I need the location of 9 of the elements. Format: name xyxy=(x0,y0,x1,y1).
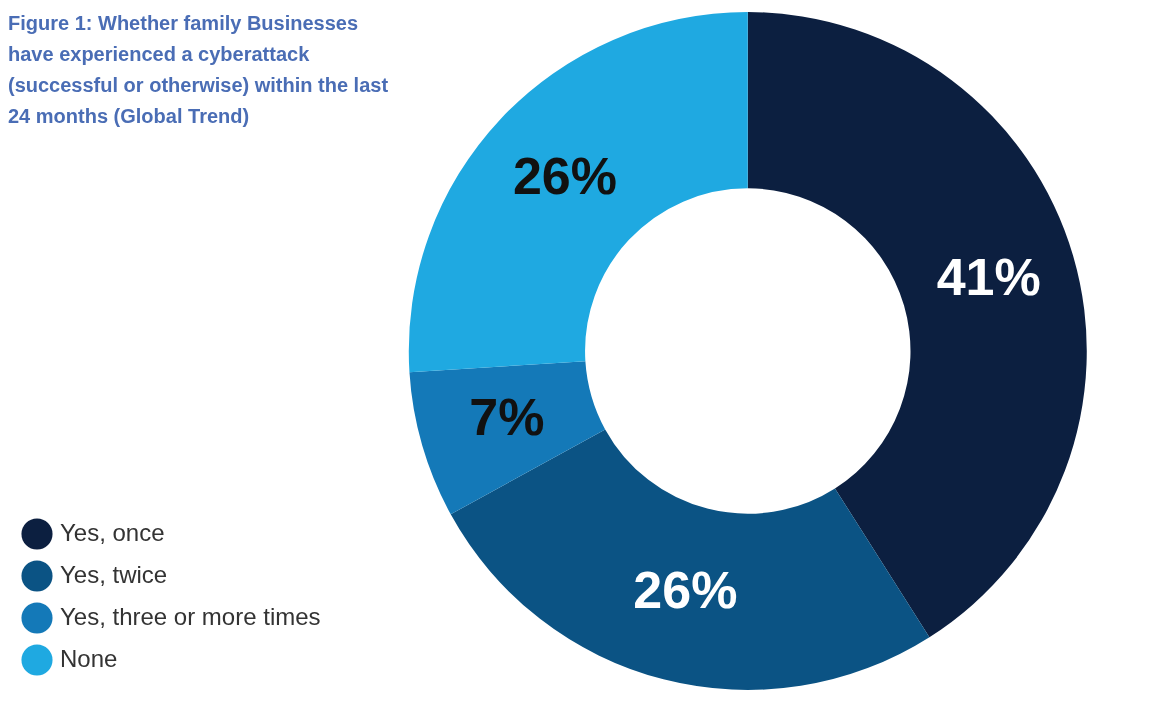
legend-label: Yes, once xyxy=(60,518,165,546)
legend-label: Yes, three or more times xyxy=(60,602,321,630)
text: Figure 1: Whether family Businesses have experienced a cyberattack (successful or otherwise) within the last 24 months (Global Trend) xyxy=(8,11,390,129)
data-label: 7% xyxy=(469,388,545,447)
legend-label: None xyxy=(60,644,118,672)
data-label: 26% xyxy=(512,146,617,205)
legend-label: Yes, twice xyxy=(60,560,168,588)
data-label: 26% xyxy=(633,561,738,620)
data-label: 41% xyxy=(936,248,1041,307)
